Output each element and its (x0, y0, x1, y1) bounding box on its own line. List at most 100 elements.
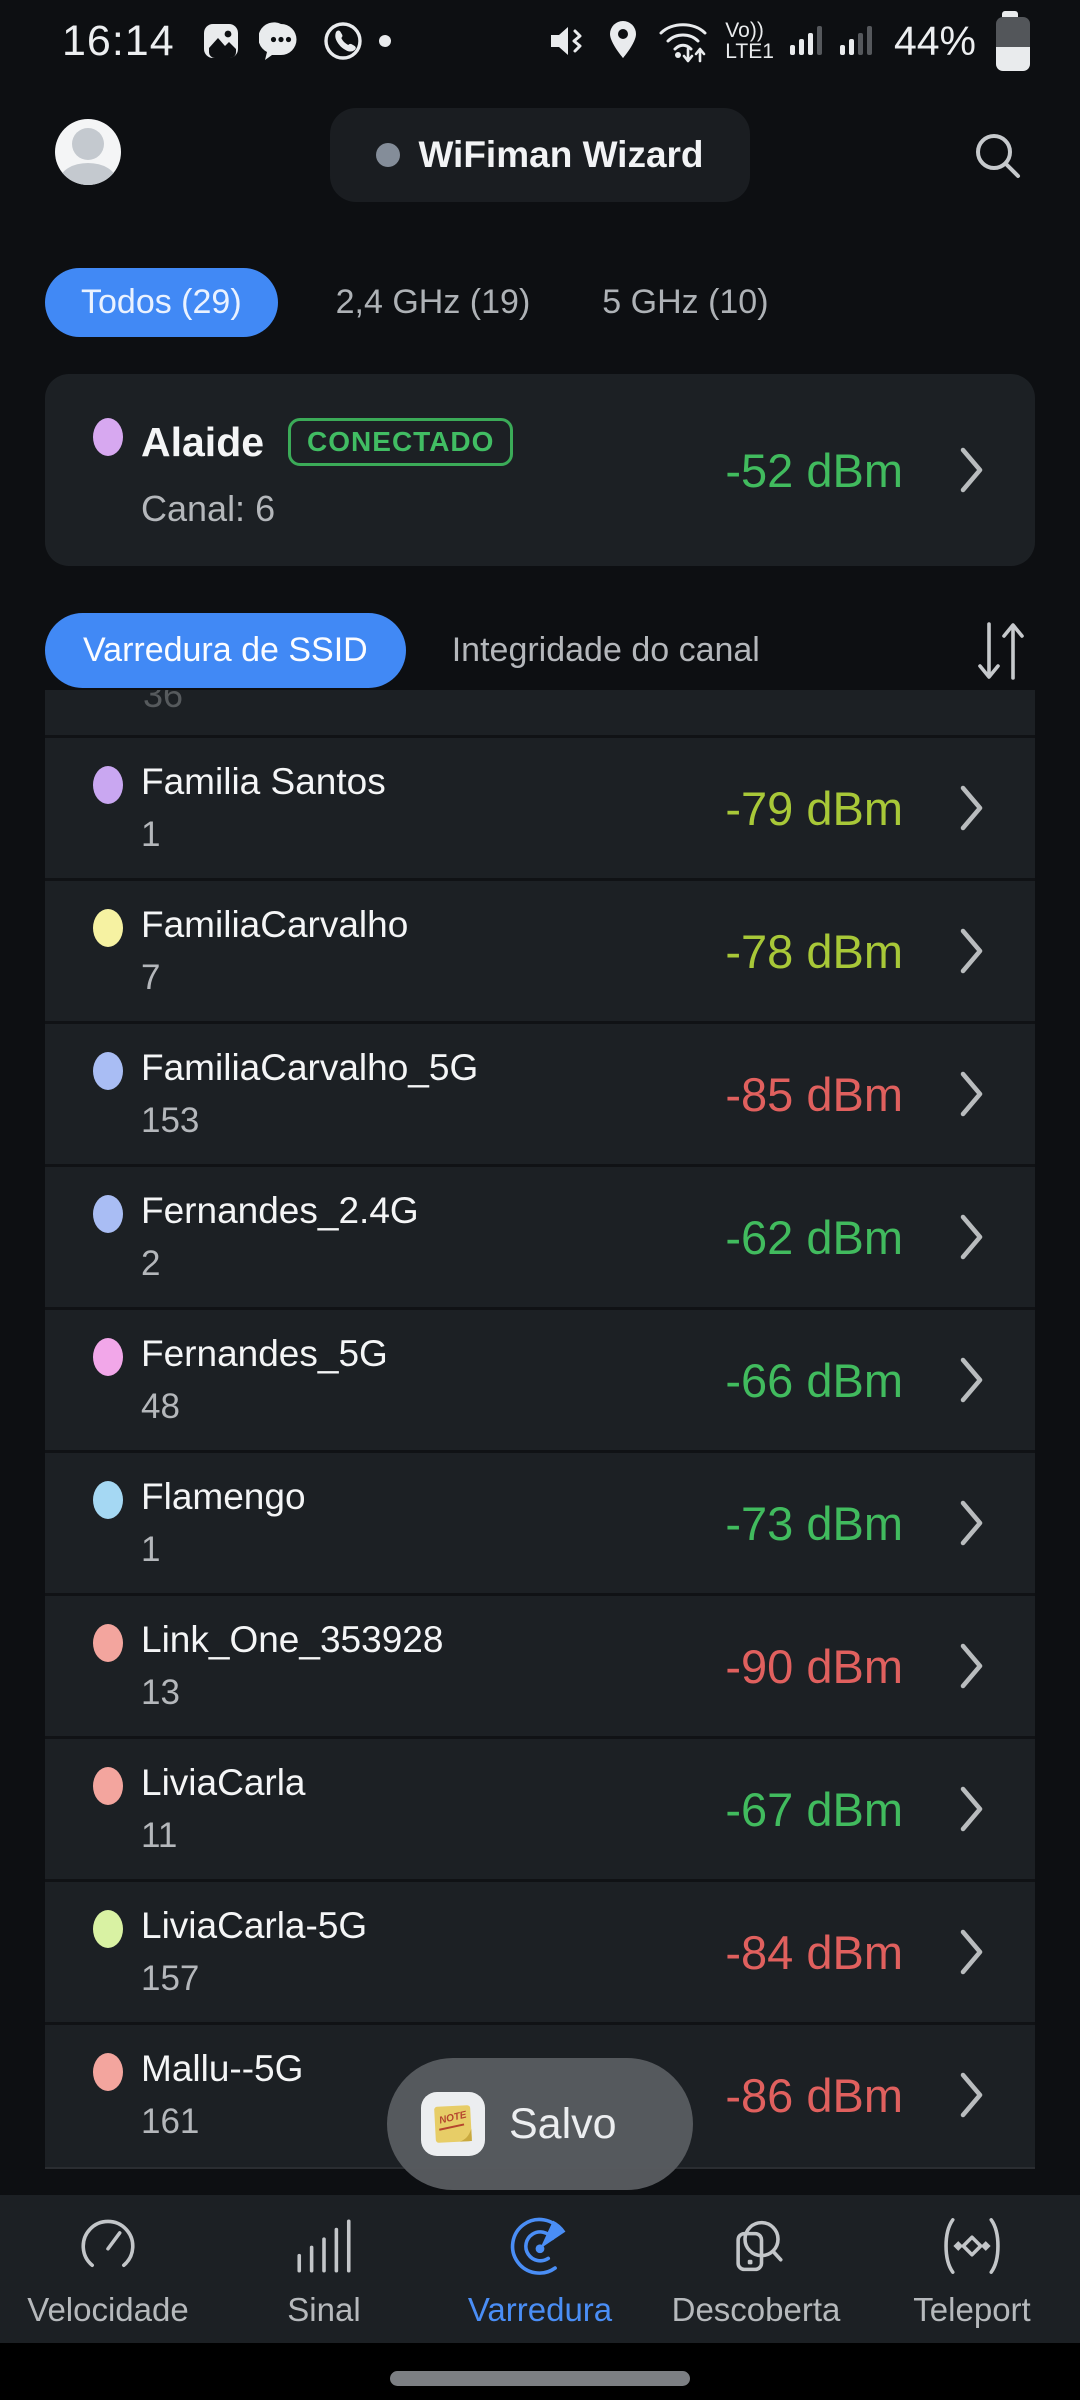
chevron-right-icon (960, 1500, 983, 1546)
search-icon (976, 134, 1020, 178)
messages-notification-icon (258, 22, 297, 60)
status-bar: 16:14 Vo)) LTE1 44% (0, 0, 1080, 76)
channel-number: 11 (141, 1816, 178, 1855)
network-row[interactable]: LiviaCarla-5G 157 -84 dBm (45, 1879, 1035, 2022)
signal-bars-sim2-icon (839, 26, 872, 55)
clock: 16:14 (62, 16, 175, 65)
bottom-navigation: Velocidade Sinal Varredura Descoberta Te… (0, 2195, 1080, 2343)
note-icon: NOTE (421, 2092, 485, 2156)
signal-strength: -79 dBm (725, 781, 903, 835)
connected-ssid: Alaide (141, 418, 265, 465)
tab-all[interactable]: Todos (29) (45, 268, 278, 337)
signal-bars-icon (297, 2219, 351, 2273)
nav-item-scan[interactable]: Varredura (432, 2195, 648, 2343)
nav-item-discovery[interactable]: Descoberta (648, 2195, 864, 2343)
nav-item-teleport[interactable]: Teleport (864, 2195, 1080, 2343)
battery-icon (990, 11, 1030, 71)
chevron-right-icon (960, 785, 983, 831)
signal-bars-sim1-icon (789, 26, 822, 55)
channel-number: 2 (141, 1244, 161, 1283)
ssid-color-dot (93, 766, 123, 804)
connected-signal: -52 dBm (725, 443, 903, 497)
avatar-body (60, 163, 116, 185)
page-title: WiFiman Wizard (418, 134, 704, 175)
gesture-bar (0, 2343, 1080, 2400)
ssid-name: Fernandes_2.4G (141, 1190, 419, 1231)
signal-strength: -78 dBm (725, 924, 903, 978)
ssid-color-dot (93, 1052, 123, 1090)
chevron-right-icon (960, 1357, 983, 1403)
search-button[interactable] (966, 124, 1030, 188)
ssid-name: Familia Santos (141, 761, 386, 802)
connected-network-card[interactable]: Alaide CONECTADO Canal: 6 -52 dBm (45, 374, 1035, 566)
signal-strength: -84 dBm (725, 1925, 903, 1979)
discovery-icon (736, 2220, 783, 2272)
ssid-name: FamiliaCarvalho (141, 904, 409, 945)
partial-row[interactable]: 36 (45, 690, 1035, 735)
ssid-name: Link_One_353928 (141, 1619, 444, 1660)
chevron-right-icon (960, 1214, 983, 1260)
partial-channel-number: 36 (143, 690, 184, 715)
network-list: 36 Familia Santos 1 -79 dBm FamiliaCarva… (45, 690, 1035, 2169)
network-row[interactable]: FamiliaCarvalho 7 -78 dBm (45, 878, 1035, 1021)
channel-number: 7 (141, 958, 161, 997)
connected-badge: CONECTADO (288, 418, 514, 466)
connected-channel: Canal: 6 (141, 488, 276, 529)
segment-channel-health[interactable]: Integridade do canal (451, 631, 760, 669)
sort-button[interactable] (965, 615, 1035, 687)
ssid-color-dot (93, 909, 123, 947)
network-row[interactable]: LiviaCarla 11 -67 dBm (45, 1736, 1035, 1879)
channel-number: 161 (141, 2102, 200, 2141)
ssid-color-dot (93, 1481, 123, 1519)
ssid-color-dot (93, 418, 123, 456)
tab-2-4ghz[interactable]: 2,4 GHz (19) (335, 283, 531, 321)
network-row[interactable]: Link_One_353928 13 -90 dBm (45, 1593, 1035, 1736)
sort-arrows-icon (978, 621, 1024, 680)
ssid-color-dot (93, 1910, 123, 1948)
saved-toast: NOTE Salvo (387, 2058, 693, 2190)
ssid-name: FamiliaCarvalho_5G (141, 1047, 479, 1088)
network-row[interactable]: Flamengo 1 -73 dBm (45, 1450, 1035, 1593)
chevron-right-icon (960, 928, 983, 974)
ssid-name: Flamengo (141, 1476, 306, 1517)
wifi-status-icon (659, 23, 707, 63)
ssid-color-dot (93, 1195, 123, 1233)
signal-strength: -62 dBm (725, 1210, 903, 1264)
ssid-color-dot (93, 2053, 123, 2091)
chevron-right-icon (960, 1643, 983, 1689)
ssid-color-dot (93, 1767, 123, 1805)
status-dot-icon (376, 143, 401, 167)
network-row[interactable]: Familia Santos 1 -79 dBm (45, 735, 1035, 878)
battery-percent: 44% (893, 17, 976, 64)
home-indicator[interactable] (390, 2371, 690, 2386)
channel-number: 48 (141, 1387, 180, 1426)
band-filter-tabs: Todos (29) 2,4 GHz (19) 5 GHz (10) (45, 268, 783, 337)
network-row[interactable]: Fernandes_5G 48 -66 dBm (45, 1307, 1035, 1450)
radar-icon (510, 2217, 566, 2275)
network-row[interactable]: Mallu--5G 161 -86 dBm (45, 2022, 1035, 2165)
signal-strength: -86 dBm (725, 2068, 903, 2122)
channel-number: 1 (141, 1530, 161, 1569)
avatar[interactable] (55, 119, 121, 185)
ssid-name: LiviaCarla (141, 1762, 306, 1803)
segment-ssid-scan[interactable]: Varredura de SSID (45, 613, 406, 688)
gallery-notification-icon (203, 24, 238, 58)
network-row[interactable]: Fernandes_2.4G 2 -62 dBm (45, 1164, 1035, 1307)
nav-item-speed[interactable]: Velocidade (0, 2195, 216, 2343)
signal-strength: -90 dBm (725, 1639, 903, 1693)
network-row[interactable]: FamiliaCarvalho_5G 153 -85 dBm (45, 1021, 1035, 1164)
signal-strength: -73 dBm (725, 1496, 903, 1550)
chevron-right-icon (960, 1929, 983, 1975)
ssid-color-dot (93, 1338, 123, 1376)
channel-number: 13 (141, 1673, 180, 1712)
chevron-right-icon (960, 1071, 983, 1117)
tab-5ghz[interactable]: 5 GHz (10) (602, 283, 769, 321)
wizard-title-button[interactable]: WiFiman Wizard (330, 108, 750, 202)
channel-number: 153 (141, 1101, 200, 1140)
scan-mode-segments: Varredura de SSID Integridade do canal (45, 613, 1035, 688)
ssid-name: Fernandes_5G (141, 1333, 388, 1374)
nav-item-signal[interactable]: Sinal (216, 2195, 432, 2343)
whatsapp-notification-icon (323, 22, 362, 60)
signal-strength: -85 dBm (725, 1067, 903, 1121)
